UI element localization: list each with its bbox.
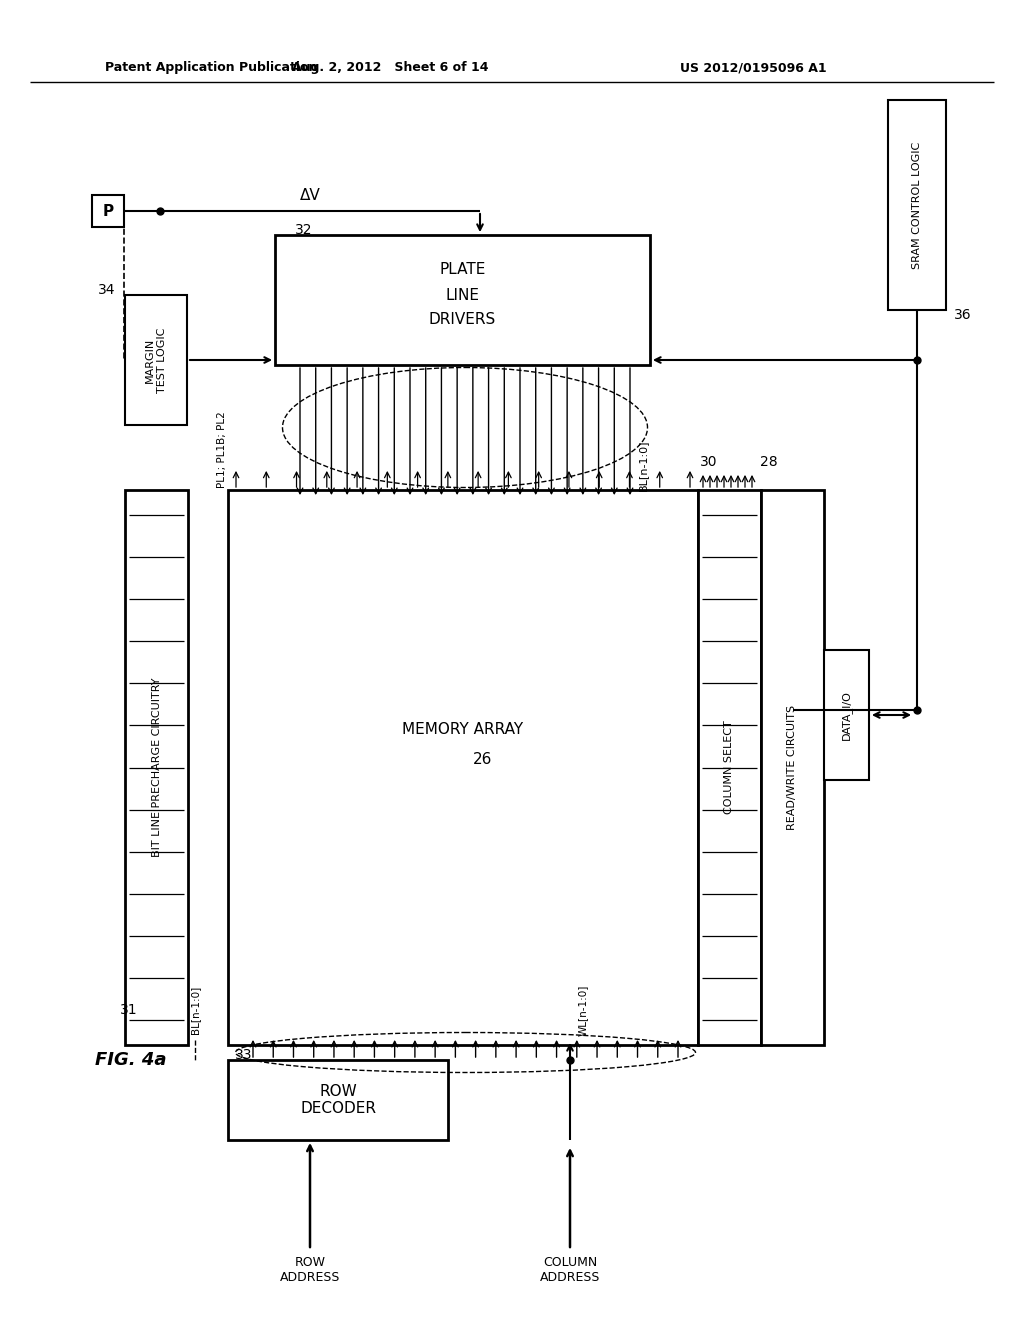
Text: MARGIN
TEST LOGIC: MARGIN TEST LOGIC [145,327,167,392]
Text: COLUMN
ADDRESS: COLUMN ADDRESS [540,1257,600,1284]
Text: US 2012/0195096 A1: US 2012/0195096 A1 [680,62,826,74]
Text: 26: 26 [473,752,493,767]
Bar [698,490,761,1045]
Bar [275,235,650,366]
Bar [125,490,188,1045]
Text: 36: 36 [954,308,972,322]
Text: SRAM CONTROL LOGIC: SRAM CONTROL LOGIC [912,141,922,269]
Text: ROW
DECODER: ROW DECODER [300,1084,376,1117]
Text: Patent Application Publication: Patent Application Publication [105,62,317,74]
Text: BL[n-1:0]: BL[n-1:0] [190,986,200,1034]
Text: P: P [102,203,114,219]
Text: 32: 32 [295,223,312,238]
Text: FIG. 4a: FIG. 4a [95,1051,167,1069]
Bar [888,100,946,310]
Text: 31: 31 [120,1003,137,1016]
Text: BIT LINE PRECHARGE CIRCUITRY: BIT LINE PRECHARGE CIRCUITRY [152,677,162,857]
Text: PLATE: PLATE [439,263,485,277]
Bar [92,195,124,227]
Text: 34: 34 [97,282,115,297]
Bar [125,294,187,425]
Text: READ/WRITE CIRCUITS: READ/WRITE CIRCUITS [787,705,798,830]
Bar [228,1060,449,1140]
Text: LINE: LINE [445,288,479,302]
Text: ROW
ADDRESS: ROW ADDRESS [280,1257,340,1284]
Bar [824,649,869,780]
Bar [228,490,698,1045]
Text: DRIVERS: DRIVERS [429,313,496,327]
Text: 33: 33 [234,1048,253,1063]
Text: WL[n-1:0]: WL[n-1:0] [578,985,588,1036]
Bar [761,490,824,1045]
Text: BL[n-1:0]: BL[n-1:0] [638,440,648,491]
Text: MEMORY ARRAY: MEMORY ARRAY [402,722,523,738]
Text: Aug. 2, 2012   Sheet 6 of 14: Aug. 2, 2012 Sheet 6 of 14 [292,62,488,74]
Text: 30: 30 [700,455,718,469]
Text: PL1; PL1B; PL2: PL1; PL1B; PL2 [217,412,227,488]
Text: DATA_I/O: DATA_I/O [841,690,852,741]
Text: ΔV: ΔV [300,189,321,203]
Text: 28: 28 [760,455,777,469]
Text: COLUMN SELECT: COLUMN SELECT [725,721,734,814]
